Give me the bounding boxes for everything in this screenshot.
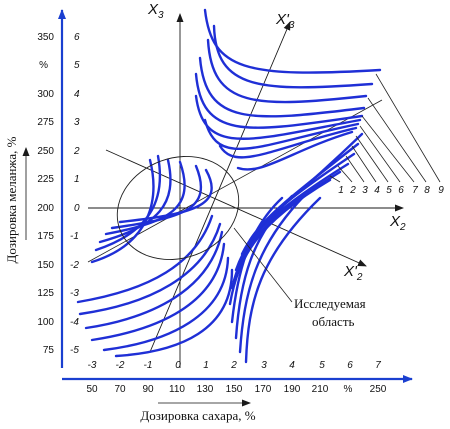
y-natural-tick: 350 bbox=[37, 32, 54, 43]
x-natural-tick: 110 bbox=[169, 384, 185, 395]
y-natural-tick: 175 bbox=[37, 231, 54, 242]
annotation-line2: область bbox=[312, 314, 354, 329]
y-coded-tick: -4 bbox=[70, 317, 79, 328]
x-natural-tick: 150 bbox=[226, 384, 243, 395]
contour-lines bbox=[76, 8, 382, 364]
y-coded-tick: 2 bbox=[73, 146, 80, 157]
x-coded-tick: -2 bbox=[116, 360, 125, 371]
y-coded-tick: -3 bbox=[70, 288, 79, 299]
x-natural-tick: 90 bbox=[142, 384, 154, 395]
y-natural-tick: 225 bbox=[37, 174, 54, 185]
x-coded-tick: 4 bbox=[289, 360, 295, 371]
y-natural-tick: 200 bbox=[37, 203, 54, 214]
y-coded-tick: -2 bbox=[70, 260, 79, 271]
x-coded-tick: 3 bbox=[261, 360, 267, 371]
y-axis-label: Дозировка меланжа, % bbox=[4, 136, 19, 263]
x-coded-tick: 7 bbox=[375, 360, 381, 371]
annotation-line1: Исследуемая bbox=[294, 296, 366, 311]
x2-prime-axis bbox=[105, 149, 367, 267]
y-natural-tick: 100 bbox=[37, 317, 54, 328]
y-coded-tick: 3 bbox=[74, 117, 80, 128]
y-coded-tick: 1 bbox=[74, 174, 80, 185]
y-natural-tick: 300 bbox=[37, 89, 54, 100]
x-coded-tick: 6 bbox=[347, 360, 353, 371]
x-natural-tick: 170 bbox=[255, 384, 272, 395]
contour-label: 6 bbox=[398, 185, 404, 196]
contour-label: 9 bbox=[438, 185, 444, 196]
y-coded-tick: -5 bbox=[70, 345, 79, 356]
y-coded-tick: 0 bbox=[74, 203, 80, 214]
x-natural-tick: % bbox=[344, 384, 353, 395]
x-natural-tick: 210 bbox=[312, 384, 329, 395]
x-coded-tick: 1 bbox=[203, 360, 209, 371]
experimental-region bbox=[116, 156, 240, 260]
y-natural-tick: 150 bbox=[37, 260, 54, 271]
y-coded-tick: 4 bbox=[74, 89, 80, 100]
y-natural-tick: 75 bbox=[43, 345, 55, 356]
x3-prime-axis bbox=[149, 21, 291, 353]
x-coded-tick: -3 bbox=[88, 360, 97, 371]
y-natural-tick: 125 bbox=[37, 288, 54, 299]
contour-label: 3 bbox=[362, 185, 368, 196]
y-natural-tick: 250 bbox=[37, 146, 54, 157]
x-coded-tick: 0 bbox=[175, 360, 181, 371]
contour-label: 2 bbox=[349, 185, 356, 196]
x-coded-tick: 2 bbox=[230, 360, 237, 371]
contour-leaders bbox=[329, 73, 441, 183]
contour-label: 5 bbox=[386, 185, 392, 196]
x-axis-label: Дозировка сахара, % bbox=[140, 408, 255, 423]
x-natural-tick: 70 bbox=[114, 384, 126, 395]
x-coded-tick: 5 bbox=[319, 360, 325, 371]
y-coded-tick: 6 bbox=[74, 32, 80, 43]
y-natural-tick: % bbox=[39, 60, 48, 71]
x-natural-tick: 190 bbox=[284, 384, 301, 395]
x3-axis-name: X3 bbox=[147, 1, 164, 21]
annotation-leader bbox=[233, 227, 293, 303]
x2-prime-axis-name: X'2 bbox=[343, 263, 363, 283]
contour-label: 4 bbox=[374, 185, 380, 196]
x-coded-tick: -1 bbox=[144, 360, 153, 371]
x-natural-tick: 50 bbox=[86, 384, 98, 395]
x3-prime-axis-name: X'3 bbox=[275, 11, 295, 31]
contour-label: 7 bbox=[412, 185, 418, 196]
y-natural-tick: 275 bbox=[37, 117, 54, 128]
y-coded-tick: 5 bbox=[74, 60, 80, 71]
x-natural-tick: 250 bbox=[370, 384, 387, 395]
x2-axis-name: X2 bbox=[389, 213, 406, 233]
y-coded-tick: -1 bbox=[70, 231, 79, 242]
contour-label: 1 bbox=[338, 185, 344, 196]
x-natural-tick: 130 bbox=[197, 384, 214, 395]
contour-label: 8 bbox=[424, 185, 430, 196]
